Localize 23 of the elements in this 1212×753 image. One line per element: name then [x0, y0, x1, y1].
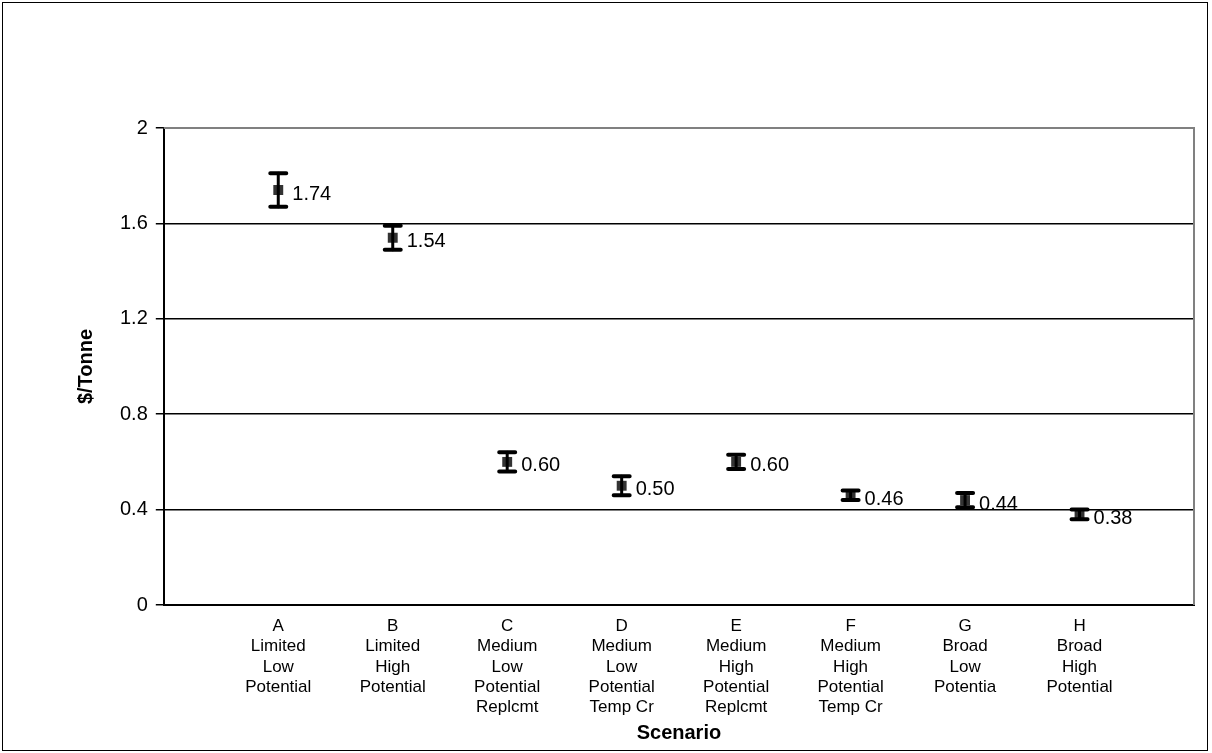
x-tick-label: D Medium Low Potential Temp Cr: [588, 615, 655, 717]
data-label: 0.50: [635, 477, 675, 500]
data-label: 1.74: [292, 181, 332, 204]
x-tick-label: C Medium Low Potential Replcmt: [474, 615, 541, 717]
y-tick-label: 1.2: [119, 306, 148, 329]
x-tick-label: A Limited Low Potential: [245, 615, 312, 697]
x-tick-label: E Medium High Potential Replcmt: [703, 615, 770, 717]
x-tick-label: F Medium High Potential Temp Cr: [817, 615, 884, 717]
x-tick-label: G Broad Low Potentia: [933, 615, 997, 697]
y-tick-label: 0.8: [119, 401, 148, 424]
y-tick-label: 0.4: [119, 497, 148, 520]
y-tick-label: 0: [136, 592, 148, 615]
data-label: 0.60: [750, 453, 790, 476]
data-label: 0.46: [864, 486, 904, 509]
x-axis-title: Scenario: [636, 720, 722, 743]
data-label: 1.54: [406, 229, 446, 252]
y-tick-label: 1.6: [119, 210, 148, 233]
x-tick-label: H Broad High Potential: [1046, 615, 1113, 697]
y-axis-title: $/Tonne: [73, 328, 96, 405]
x-tick-label: B Limited High Potential: [359, 615, 426, 697]
y-tick-label: 2: [136, 115, 148, 138]
data-label: 0.38: [1093, 505, 1133, 528]
data-label: 0.60: [521, 453, 561, 476]
